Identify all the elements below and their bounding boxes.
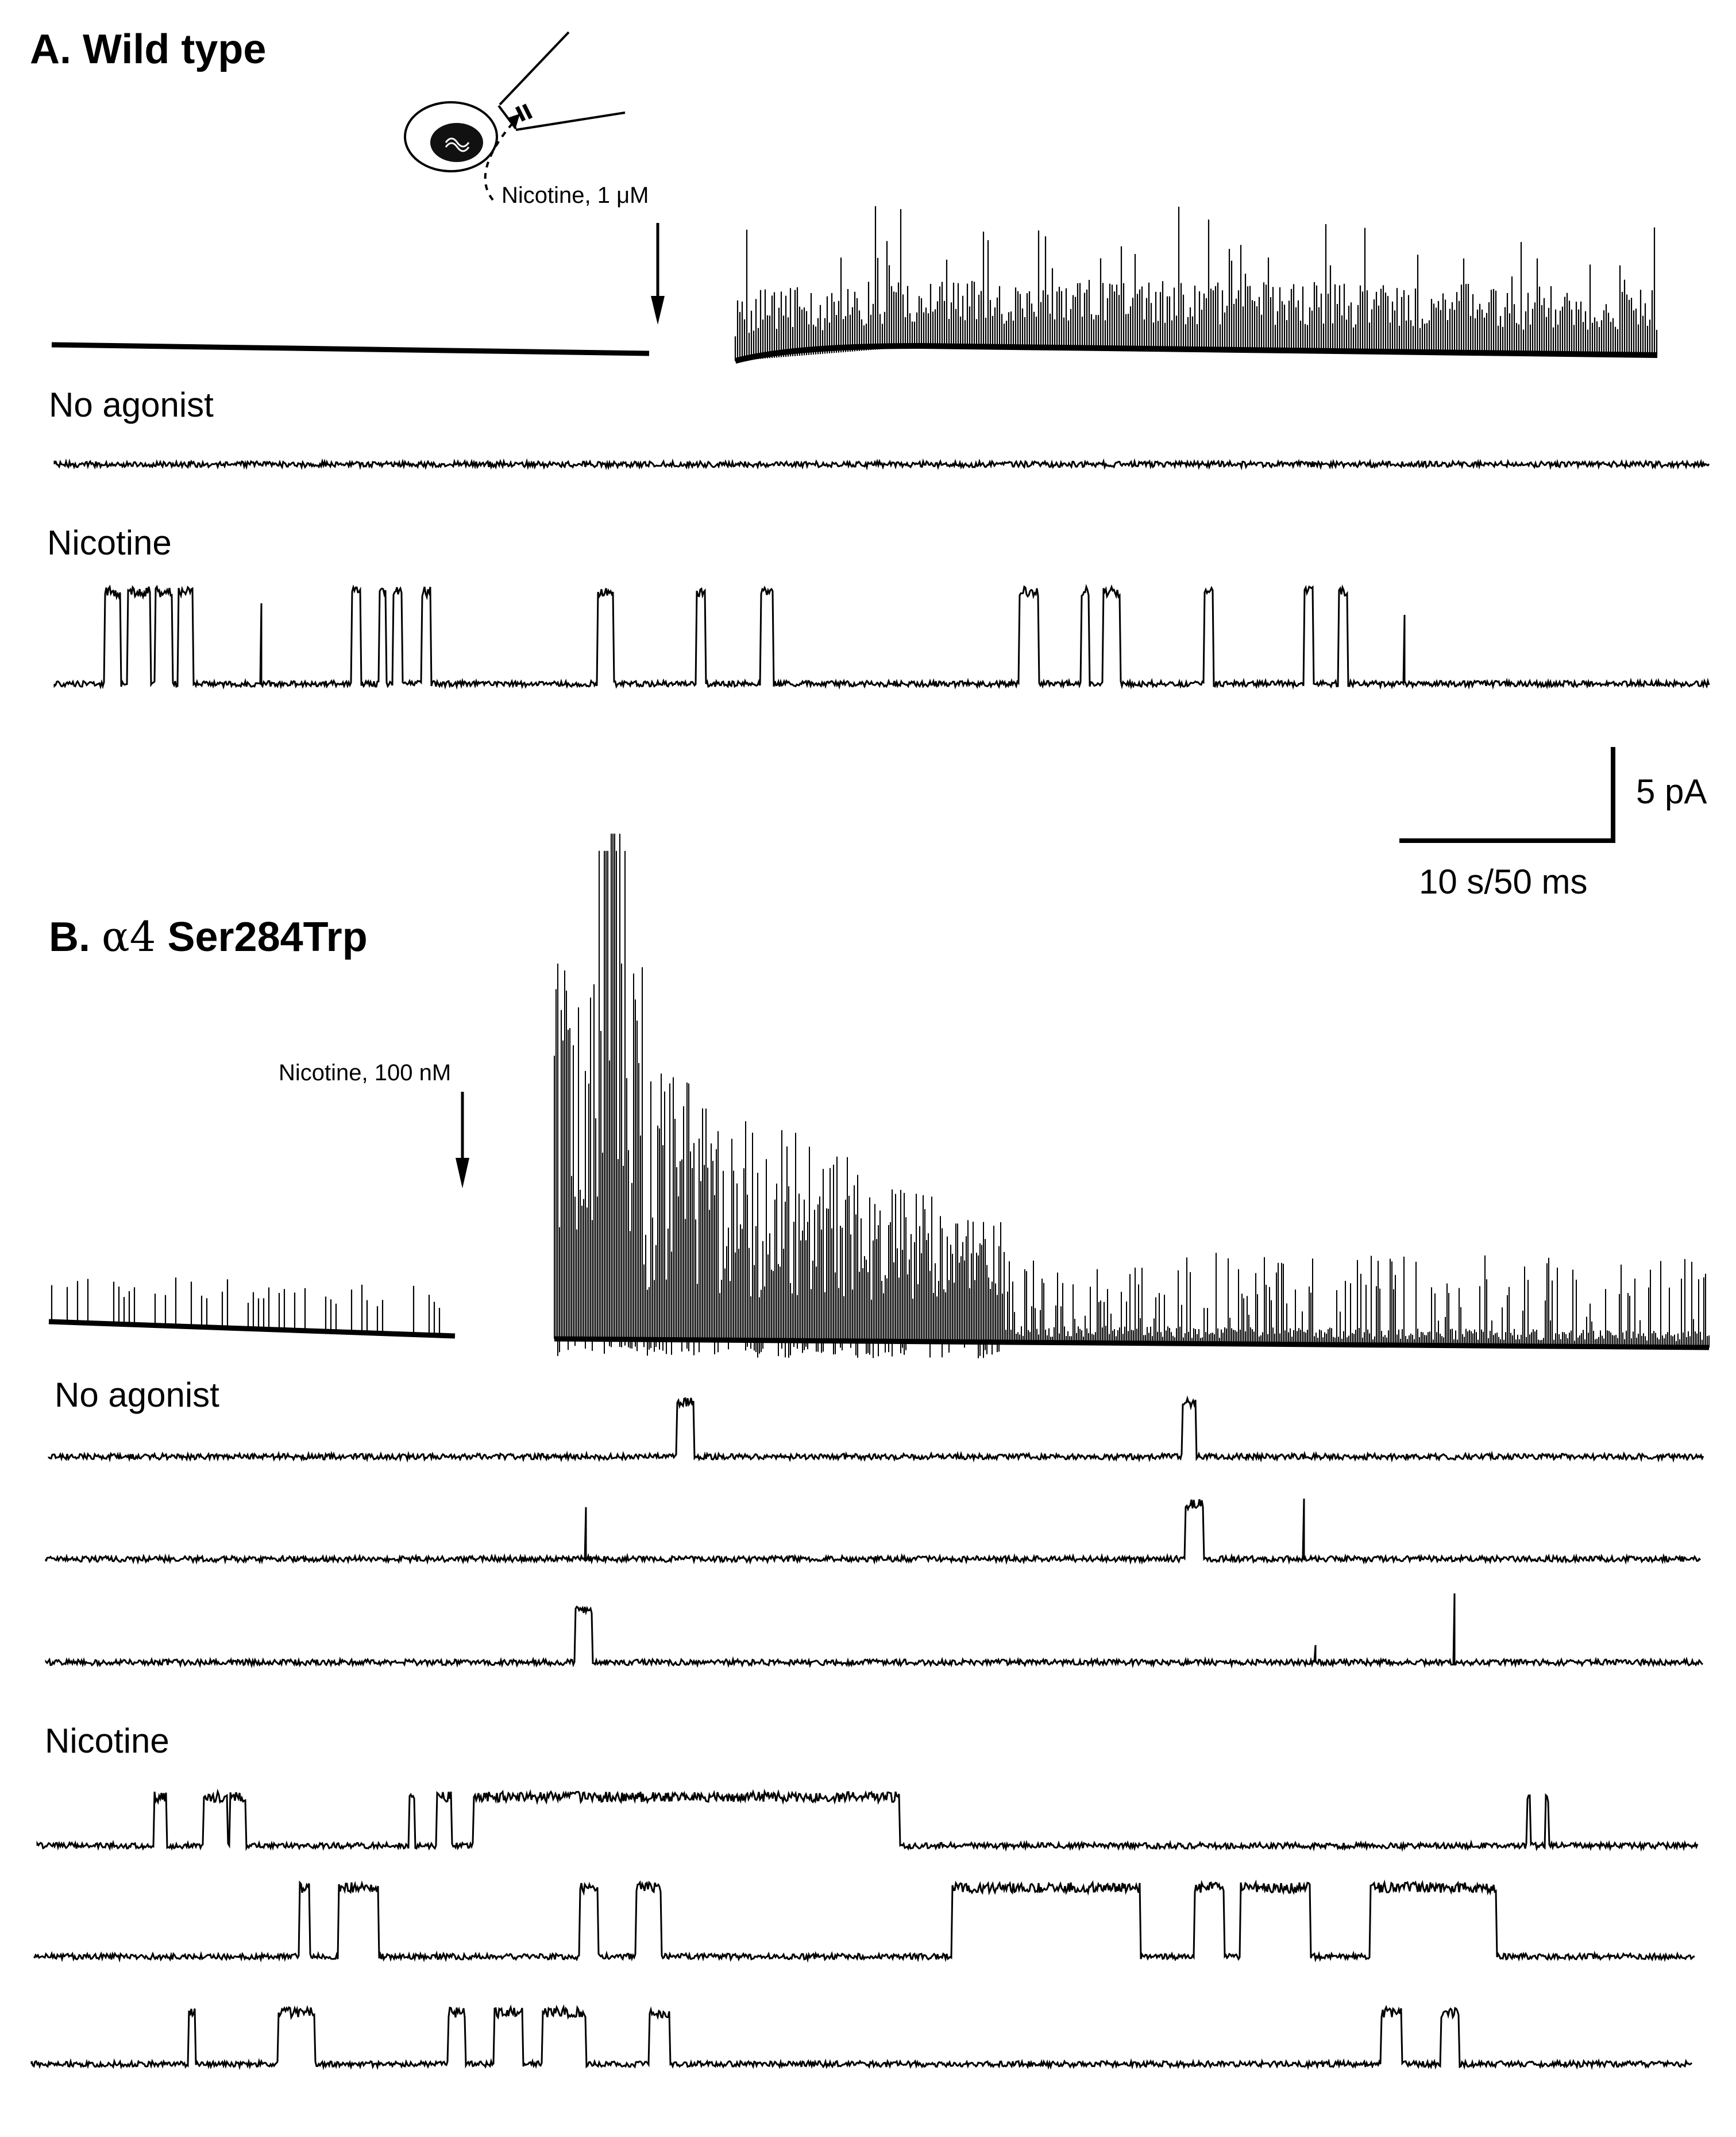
panel-a: A. Wild type Nicotine, 1 μM No agonist N… [30,26,1710,690]
panel-b-row-label-no-agonist: No agonist [55,1376,219,1414]
panel-a-row-label-no-agonist: No agonist [49,386,214,424]
panel-b: B. α4 Ser284Trp Nicotine, 100 nM No agon… [30,833,1710,2070]
panel-a-nicotine-trace [53,584,1710,690]
panel-b-nicotine-trace-3 [30,2004,1693,2070]
scale-bar-time-label: 10 s/50 ms [1419,862,1587,901]
panel-b-nicotine-compressed-trace [554,833,1710,1358]
application-arrow-icon [651,223,665,325]
panel-b-no-agonist-trace-1 [48,1395,1704,1463]
panel-a-row-label-nicotine: Nicotine [47,523,172,562]
scale-bar-current-label: 5 pA [1636,772,1707,811]
panel-b-baseline-trace [48,1277,456,1339]
panel-b-title: B. α4 Ser284Trp [49,912,368,961]
scale-bar: 5 pA 10 s/50 ms [1399,747,1707,901]
application-arrow-icon [456,1092,469,1188]
panel-b-nicotine-trace-2 [33,1879,1695,1963]
panel-a-title: A. Wild type [30,26,266,72]
panel-b-nicotine-trace-1 [36,1788,1699,1852]
panel-a-no-agonist-trace [53,458,1710,471]
panel-a-application-label: Nicotine, 1 μM [501,183,649,208]
panel-b-application-label: Nicotine, 100 nM [279,1060,451,1085]
panel-a-baseline-trace [51,342,650,356]
oocyte-patch-schematic-icon [404,31,626,201]
panel-b-no-agonist-trace-2 [45,1498,1702,1565]
panel-b-row-label-nicotine: Nicotine [45,1722,169,1760]
panel-b-no-agonist-trace-3 [45,1593,1704,1669]
panel-a-nicotine-compressed-trace [734,206,1658,364]
